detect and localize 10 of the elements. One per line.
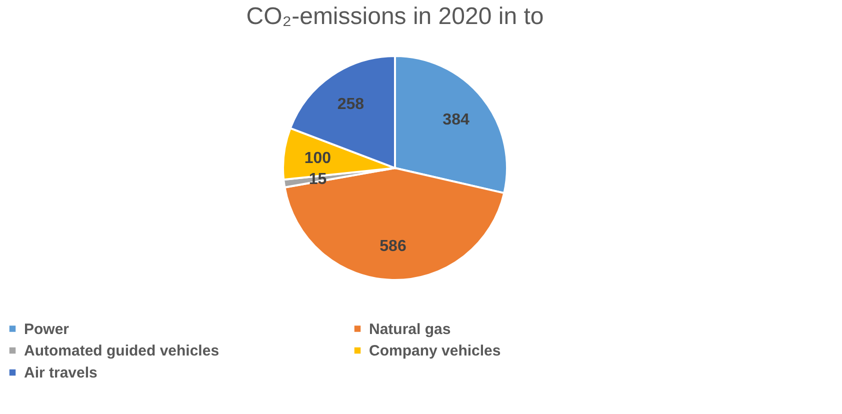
legend-label: Automated guided vehicles xyxy=(24,342,220,360)
legend-label: Air travels xyxy=(24,364,98,382)
data-label: 384 xyxy=(442,111,470,128)
legend-label: Natural gas xyxy=(369,320,451,338)
data-label: 586 xyxy=(380,238,406,255)
data-label: 100 xyxy=(304,150,332,167)
chart-title: CO₂-emissions in 2020 in to xyxy=(246,3,544,30)
legend-label: Power xyxy=(24,320,70,338)
legend-label: Company vehicles xyxy=(369,342,501,360)
data-label: 258 xyxy=(337,96,364,113)
